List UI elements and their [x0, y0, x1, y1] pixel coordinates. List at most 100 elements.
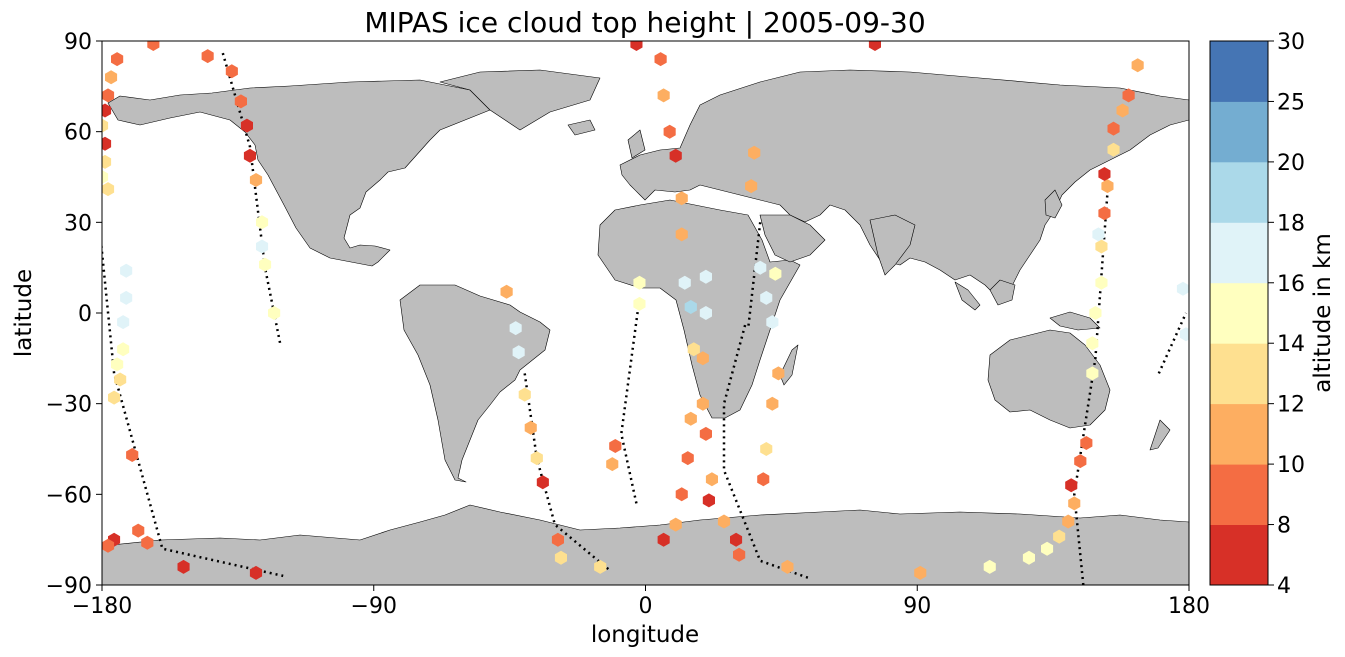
- cloud-point: [696, 351, 709, 366]
- landmasses: [102, 69, 1189, 585]
- cloud-point: [1074, 454, 1087, 469]
- cloud-point: [102, 538, 115, 553]
- cloud-point: [1131, 58, 1144, 73]
- japan-land: [1044, 189, 1063, 219]
- chart-title: MIPAS ice cloud top height | 2005-09-30: [364, 6, 925, 39]
- cloud-point: [1065, 478, 1078, 493]
- cloud-point: [256, 215, 269, 230]
- cloud-point: [769, 266, 782, 281]
- cloud-point: [1098, 167, 1111, 181]
- australia-land: [987, 329, 1111, 429]
- cloud-point: [754, 260, 767, 275]
- cloud-point: [111, 357, 124, 372]
- x-tick-label: 0: [639, 594, 653, 619]
- colorbar-tick-label: 8: [1277, 514, 1291, 539]
- cloud-points: [102, 41, 1189, 580]
- colorbar-tick-label: 12: [1277, 393, 1305, 418]
- cloud-point: [657, 532, 670, 547]
- cloud-point: [675, 487, 688, 502]
- orbit-track: [102, 239, 284, 578]
- cloud-point: [120, 290, 133, 305]
- x-tick-label: 180: [1168, 594, 1210, 619]
- cloud-point: [733, 547, 746, 562]
- cloud-point: [1092, 227, 1105, 242]
- y-tick-label: 30: [64, 211, 92, 236]
- antarctica-land: [102, 504, 1189, 585]
- cloud-point: [1122, 88, 1135, 103]
- cloud-point: [1086, 366, 1099, 381]
- orbit-track: [620, 297, 641, 504]
- x-axis: −180 −90 0 90 180: [72, 585, 1210, 619]
- cloud-point: [249, 173, 263, 187]
- cloud-point: [696, 396, 709, 411]
- cloud-point: [512, 345, 525, 360]
- cloud-point: [1089, 306, 1102, 320]
- cloud-point: [1062, 514, 1075, 529]
- cloud-point: [1098, 206, 1111, 221]
- arabia-land: [759, 214, 826, 263]
- cloud-point: [772, 366, 785, 381]
- colorbar-segment: [1210, 343, 1268, 405]
- cloud-point: [132, 523, 145, 538]
- cloud-point: [757, 472, 770, 487]
- cloud-point: [141, 535, 154, 550]
- map-panel: [102, 41, 1189, 585]
- cloud-point: [699, 306, 712, 320]
- cloud-point: [530, 451, 543, 466]
- cloud-point: [259, 257, 272, 272]
- colorbar: 4 8 10 12 14 16 18 20 25 30: [1209, 30, 1305, 599]
- cloud-point: [243, 148, 256, 163]
- cloud-point: [102, 118, 109, 133]
- x-axis-label: longitude: [591, 622, 699, 648]
- cloud-point: [675, 191, 688, 206]
- x-tick-label: −180: [72, 594, 132, 619]
- colorbar-segment: [1210, 464, 1268, 525]
- cloud-point: [669, 148, 682, 163]
- cloud-point: [868, 41, 881, 51]
- orbit-track: [523, 373, 611, 571]
- orbit-track: [722, 324, 813, 581]
- cloud-point: [268, 306, 281, 320]
- iceland-land: [567, 119, 596, 136]
- colorbar-tick-label: 20: [1277, 151, 1305, 176]
- cloud-point: [551, 532, 564, 547]
- colorbar-tick-label: 14: [1277, 332, 1305, 357]
- cloud-point: [675, 227, 688, 242]
- cloud-point: [748, 145, 761, 160]
- orbit-track: [1157, 312, 1188, 374]
- x-tick-label: 90: [903, 594, 931, 619]
- cloud-point: [105, 70, 118, 85]
- cloud-point: [102, 170, 109, 184]
- colorbar-frame: [1209, 40, 1269, 586]
- cloud-point: [249, 565, 263, 580]
- cloud-point: [1107, 142, 1120, 157]
- africa-land: [597, 199, 801, 419]
- y-tick-label: −90: [46, 574, 92, 599]
- y-tick-label: 90: [64, 30, 92, 55]
- colorbar-segment: [1210, 403, 1268, 465]
- cloud-point: [554, 550, 567, 565]
- cloud-point: [699, 426, 712, 441]
- new-zealand-land: [1149, 419, 1171, 451]
- cloud-point: [111, 52, 124, 67]
- cloud-point: [536, 475, 549, 490]
- colorbar-segment: [1210, 161, 1268, 223]
- cloud-point: [1041, 541, 1054, 556]
- cloud-point: [766, 396, 779, 411]
- cloud-point: [699, 269, 712, 284]
- cloud-point: [745, 179, 758, 194]
- cloud-point: [766, 315, 779, 330]
- cloud-point: [654, 52, 667, 67]
- orbit-track: [1073, 192, 1109, 585]
- colorbar-segment: [1210, 41, 1268, 102]
- cloud-point: [1107, 121, 1120, 136]
- sumatra-land: [954, 281, 981, 311]
- cloud-point: [240, 118, 253, 133]
- cloud-point: [630, 41, 643, 51]
- india-land: [869, 214, 916, 276]
- borneo-land: [989, 279, 1016, 306]
- cloud-point: [594, 559, 607, 574]
- cloud-point: [102, 154, 112, 169]
- cloud-point: [705, 472, 718, 487]
- cloud-point: [102, 103, 112, 118]
